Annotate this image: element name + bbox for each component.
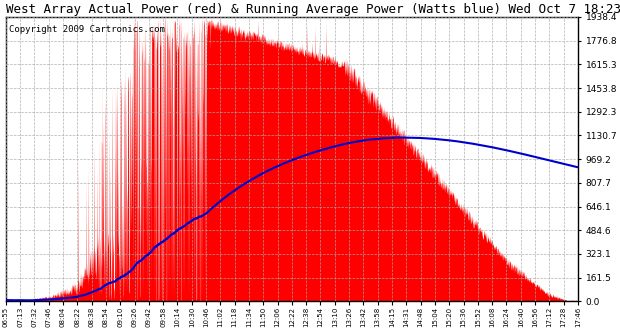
Text: West Array Actual Power (red) & Running Average Power (Watts blue) Wed Oct 7 18:: West Array Actual Power (red) & Running … — [6, 3, 620, 16]
Text: Copyright 2009 Cartronics.com: Copyright 2009 Cartronics.com — [9, 25, 164, 34]
